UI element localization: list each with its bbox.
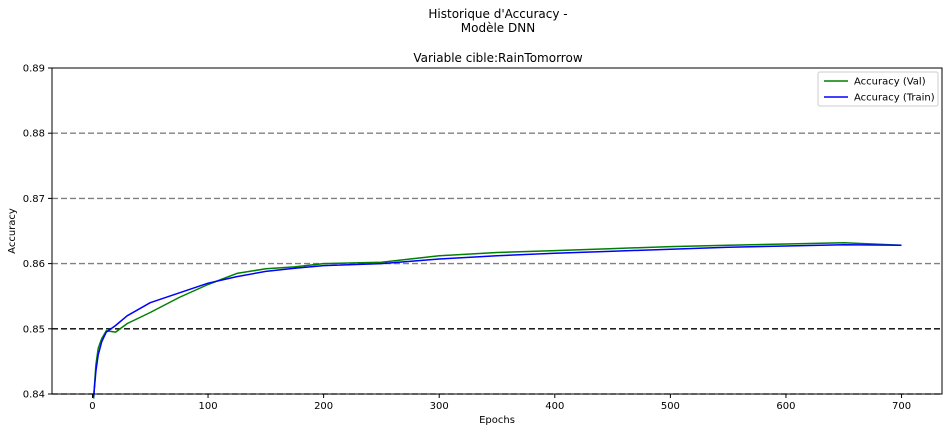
x-tick-label: 600 [776,401,795,412]
suptitle-line-2: Modèle DNN [461,21,535,35]
y-tick-label: 0.84 [23,390,45,401]
x-axis: 0 100 200 300 400 500 600 700 [89,394,911,412]
suptitle-line-1: Historique d'Accuracy - [428,7,567,21]
x-tick-label: 300 [430,401,449,412]
plot-frame [51,67,943,395]
x-tick-label: 700 [892,401,911,412]
y-tick-label: 0.87 [23,194,45,205]
x-tick-label: 400 [545,401,564,412]
x-tick-label: 500 [661,401,680,412]
y-tick-label: 0.86 [23,259,45,270]
y-axis: 0.84 0.85 0.86 0.87 0.88 0.89 [23,64,52,401]
reference-lines [52,132,942,395]
y-tick-label: 0.85 [23,324,45,335]
legend: Accuracy (Val) Accuracy (Train) [817,71,939,107]
y-axis-label: Accuracy [7,208,18,254]
chart-title: Variable cible:RainTomorrow [413,51,582,65]
x-tick-label: 0 [89,401,95,412]
legend-label-train: Accuracy (Train) [854,93,935,104]
x-tick-label: 100 [198,401,217,412]
legend-label-val: Accuracy (Val) [854,77,926,88]
series-line [92,243,902,398]
y-tick-label: 0.88 [23,129,45,140]
x-tick-label: 200 [314,401,333,412]
x-axis-label: Epochs [479,415,515,426]
y-tick-label: 0.89 [23,64,45,75]
series-layer [92,241,902,399]
